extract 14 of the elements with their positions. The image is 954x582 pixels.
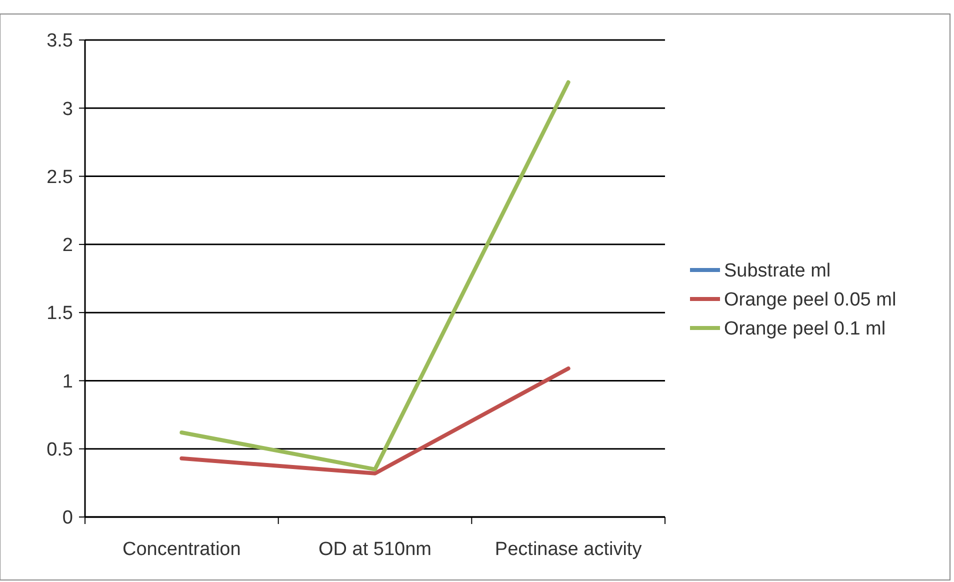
y-tick-label: 0.5 [46,440,73,461]
x-tick-label: OD at 510nm [318,539,432,560]
legend-label: Orange peel 0.05 ml [724,290,896,311]
y-tick-label: 1 [62,371,73,392]
y-tick-label: 3.5 [46,30,73,52]
y-tick-label: 2 [62,235,73,256]
y-tick-label: 1.5 [46,303,73,324]
x-tick-label: Pectinase activity [494,539,642,560]
legend-label: Substrate ml [724,260,831,282]
legend-label: Orange peel 0.1 ml [724,318,886,340]
x-tick-label: Concentration [122,539,241,560]
y-tick-label: 0 [62,508,73,529]
y-tick-label: 2.5 [46,166,73,188]
y-tick-label: 3 [62,98,73,120]
